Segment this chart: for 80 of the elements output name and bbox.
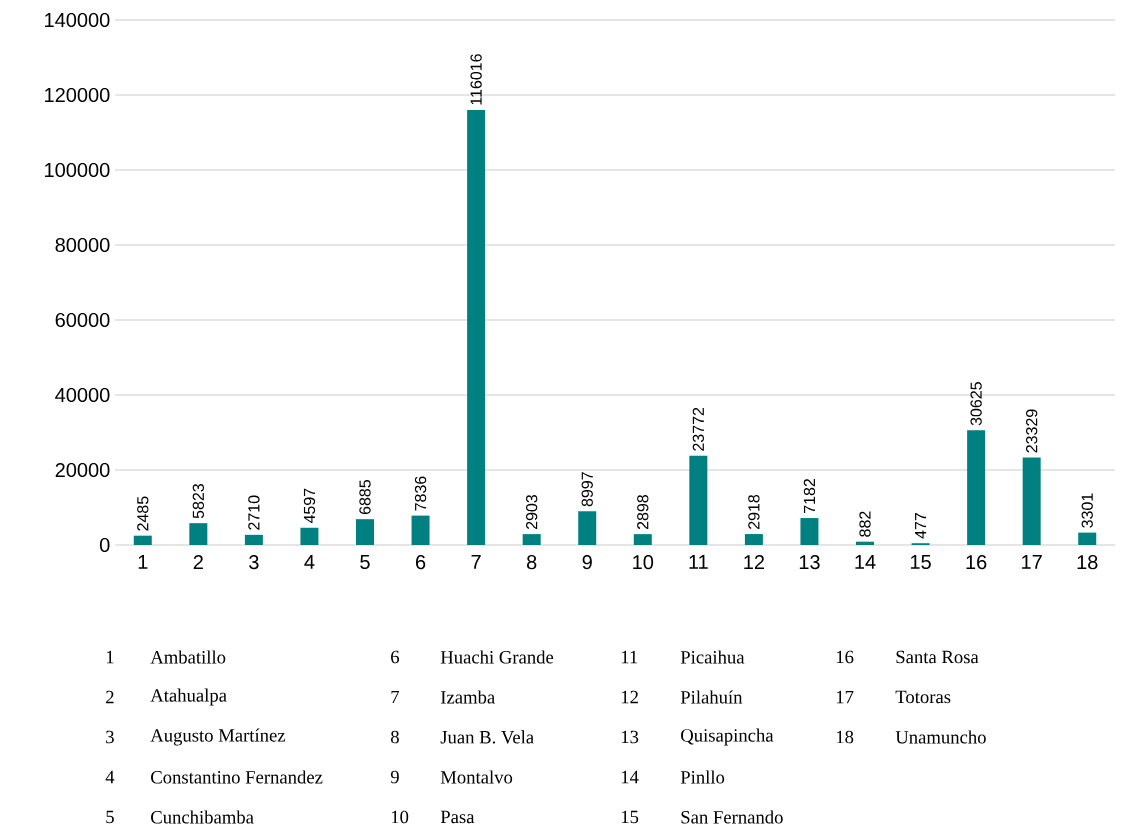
data-label: 7182 [803,479,816,513]
text: San Fernando [681,810,783,824]
category-label: 2 [106,690,114,704]
text: Pilahuín [680,690,743,704]
y-tick-label: 140000 [45,12,110,28]
x-tick-label: 13 [799,555,820,570]
category-label: 12 [621,690,638,704]
category-label: 10 [391,810,409,824]
x-tick-label: 11 [689,555,708,569]
data-label: 882 [859,511,871,537]
text: Ambatillo [150,650,226,664]
data-label: 7836 [414,476,427,511]
text: Huachi Grande [440,650,554,664]
x-tick-label: 2 [193,555,203,570]
data-label: 2898 [637,494,649,530]
text: Constantino Fernandez [151,770,323,784]
category-label: 7 [391,690,400,704]
text: Juan B. Vela [440,730,534,744]
category-label: 14 [621,770,639,784]
x-tick-label: 16 [966,555,987,570]
data-label: 8997 [581,472,593,507]
x-tick-label: 7 [471,555,481,569]
data-label: 2918 [748,494,760,529]
category-label: 9 [390,770,399,784]
category-label: 8 [390,730,399,744]
y-tick-label: 0 [99,537,110,553]
data-label: 23329 [1026,409,1038,453]
category-label: 1 [106,650,114,664]
data-label: 3301 [1081,493,1093,528]
text: Totoras [895,690,951,704]
x-tick-label: 3 [249,555,259,570]
category-label: 15 [621,810,639,824]
category-label: 11 [621,650,638,664]
category-label: 17 [836,690,854,704]
category-label: 3 [106,730,114,744]
x-tick-label: 8 [526,555,537,570]
data-label: 116016 [470,54,482,105]
text: Augusto Martínez [150,728,286,746]
data-label: 5823 [192,484,204,519]
x-tick-label: 14 [855,555,876,569]
y-tick-label: 120000 [45,87,110,103]
category-label: 16 [836,650,854,664]
y-tick-label: 20000 [55,462,110,478]
y-tick-label: 60000 [55,312,110,328]
y-tick-label: 100000 [45,162,110,178]
data-label: 6885 [359,480,371,515]
text: Pasa [440,810,475,824]
category-label: 6 [391,650,400,664]
y-tick-label: 80000 [55,237,110,253]
x-tick-label: 18 [1077,555,1098,570]
text: Unamuncho [895,730,986,744]
text: Picaihua [680,650,745,664]
x-tick-label: 4 [304,555,315,569]
y-tick-label: 40000 [55,387,110,403]
text: Izamba [440,690,495,704]
data-label: 2485 [137,496,149,531]
x-tick-label: 10 [633,555,654,570]
data-label: 477 [915,513,927,539]
x-tick-label: 15 [910,555,931,569]
data-label: 2903 [526,494,538,530]
category-label: 4 [105,770,115,784]
data-label: 30625 [970,382,982,426]
text: Pinllo [680,770,725,784]
x-tick-label: 17 [1022,555,1042,569]
text: Santa Rosa [896,650,979,664]
data-label: 4597 [303,488,316,524]
text: Quisapincha [681,728,774,746]
text: Atahualpa [150,688,227,706]
x-tick-label: 5 [360,555,370,569]
text: Cunchibamba [151,810,254,824]
data-label: 2710 [248,495,260,530]
category-label: 18 [836,730,854,744]
x-tick-label: 12 [744,555,765,570]
text: Montalvo [440,770,513,784]
category-label: 5 [106,810,114,824]
x-tick-label: 1 [138,555,148,569]
data-label: 23772 [692,407,704,451]
x-tick-label: 9 [582,555,592,570]
category-label: 13 [621,730,639,744]
x-tick-label: 6 [416,555,426,570]
